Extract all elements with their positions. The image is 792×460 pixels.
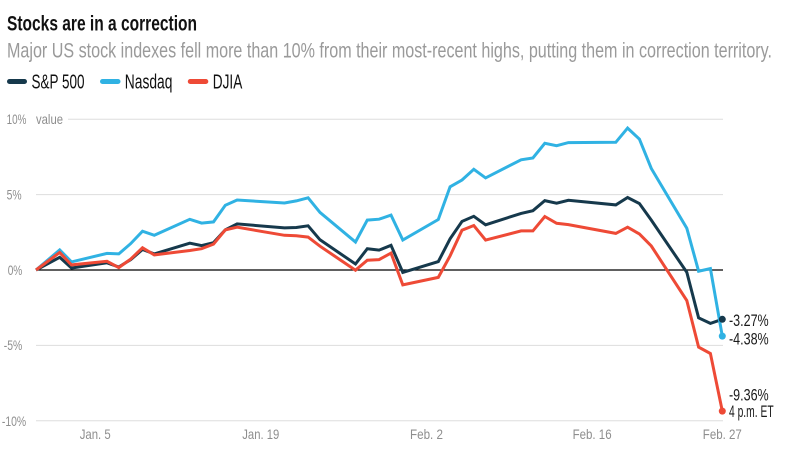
svg-text:Stocks are in a correction: Stocks are in a correction <box>7 13 197 36</box>
svg-text:5%: 5% <box>7 186 22 202</box>
svg-text:S&P 500: S&P 500 <box>32 71 85 93</box>
svg-text:Feb. 16: Feb. 16 <box>573 426 612 442</box>
svg-text:Nasdaq: Nasdaq <box>125 71 173 93</box>
svg-text:value: value <box>36 111 63 127</box>
svg-text:Feb. 2: Feb. 2 <box>410 426 443 442</box>
svg-text:10%: 10% <box>7 111 27 127</box>
svg-text:-5%: -5% <box>4 337 23 353</box>
svg-text:Feb. 27: Feb. 27 <box>703 426 742 442</box>
svg-text:-9.36%: -9.36% <box>729 386 769 405</box>
svg-text:0%: 0% <box>8 262 23 278</box>
svg-text:-3.27%: -3.27% <box>729 311 769 330</box>
svg-text:Jan. 5: Jan. 5 <box>80 426 111 442</box>
svg-text:Major US stock indexes fell mo: Major US stock indexes fell more than 10… <box>7 40 772 63</box>
svg-text:Jan. 19: Jan. 19 <box>242 426 279 442</box>
svg-text:-10%: -10% <box>2 413 26 429</box>
svg-text:4 p.m. ET: 4 p.m. ET <box>729 402 774 421</box>
svg-text:-4.38%: -4.38% <box>729 330 769 349</box>
svg-text:DJIA: DJIA <box>213 71 243 93</box>
